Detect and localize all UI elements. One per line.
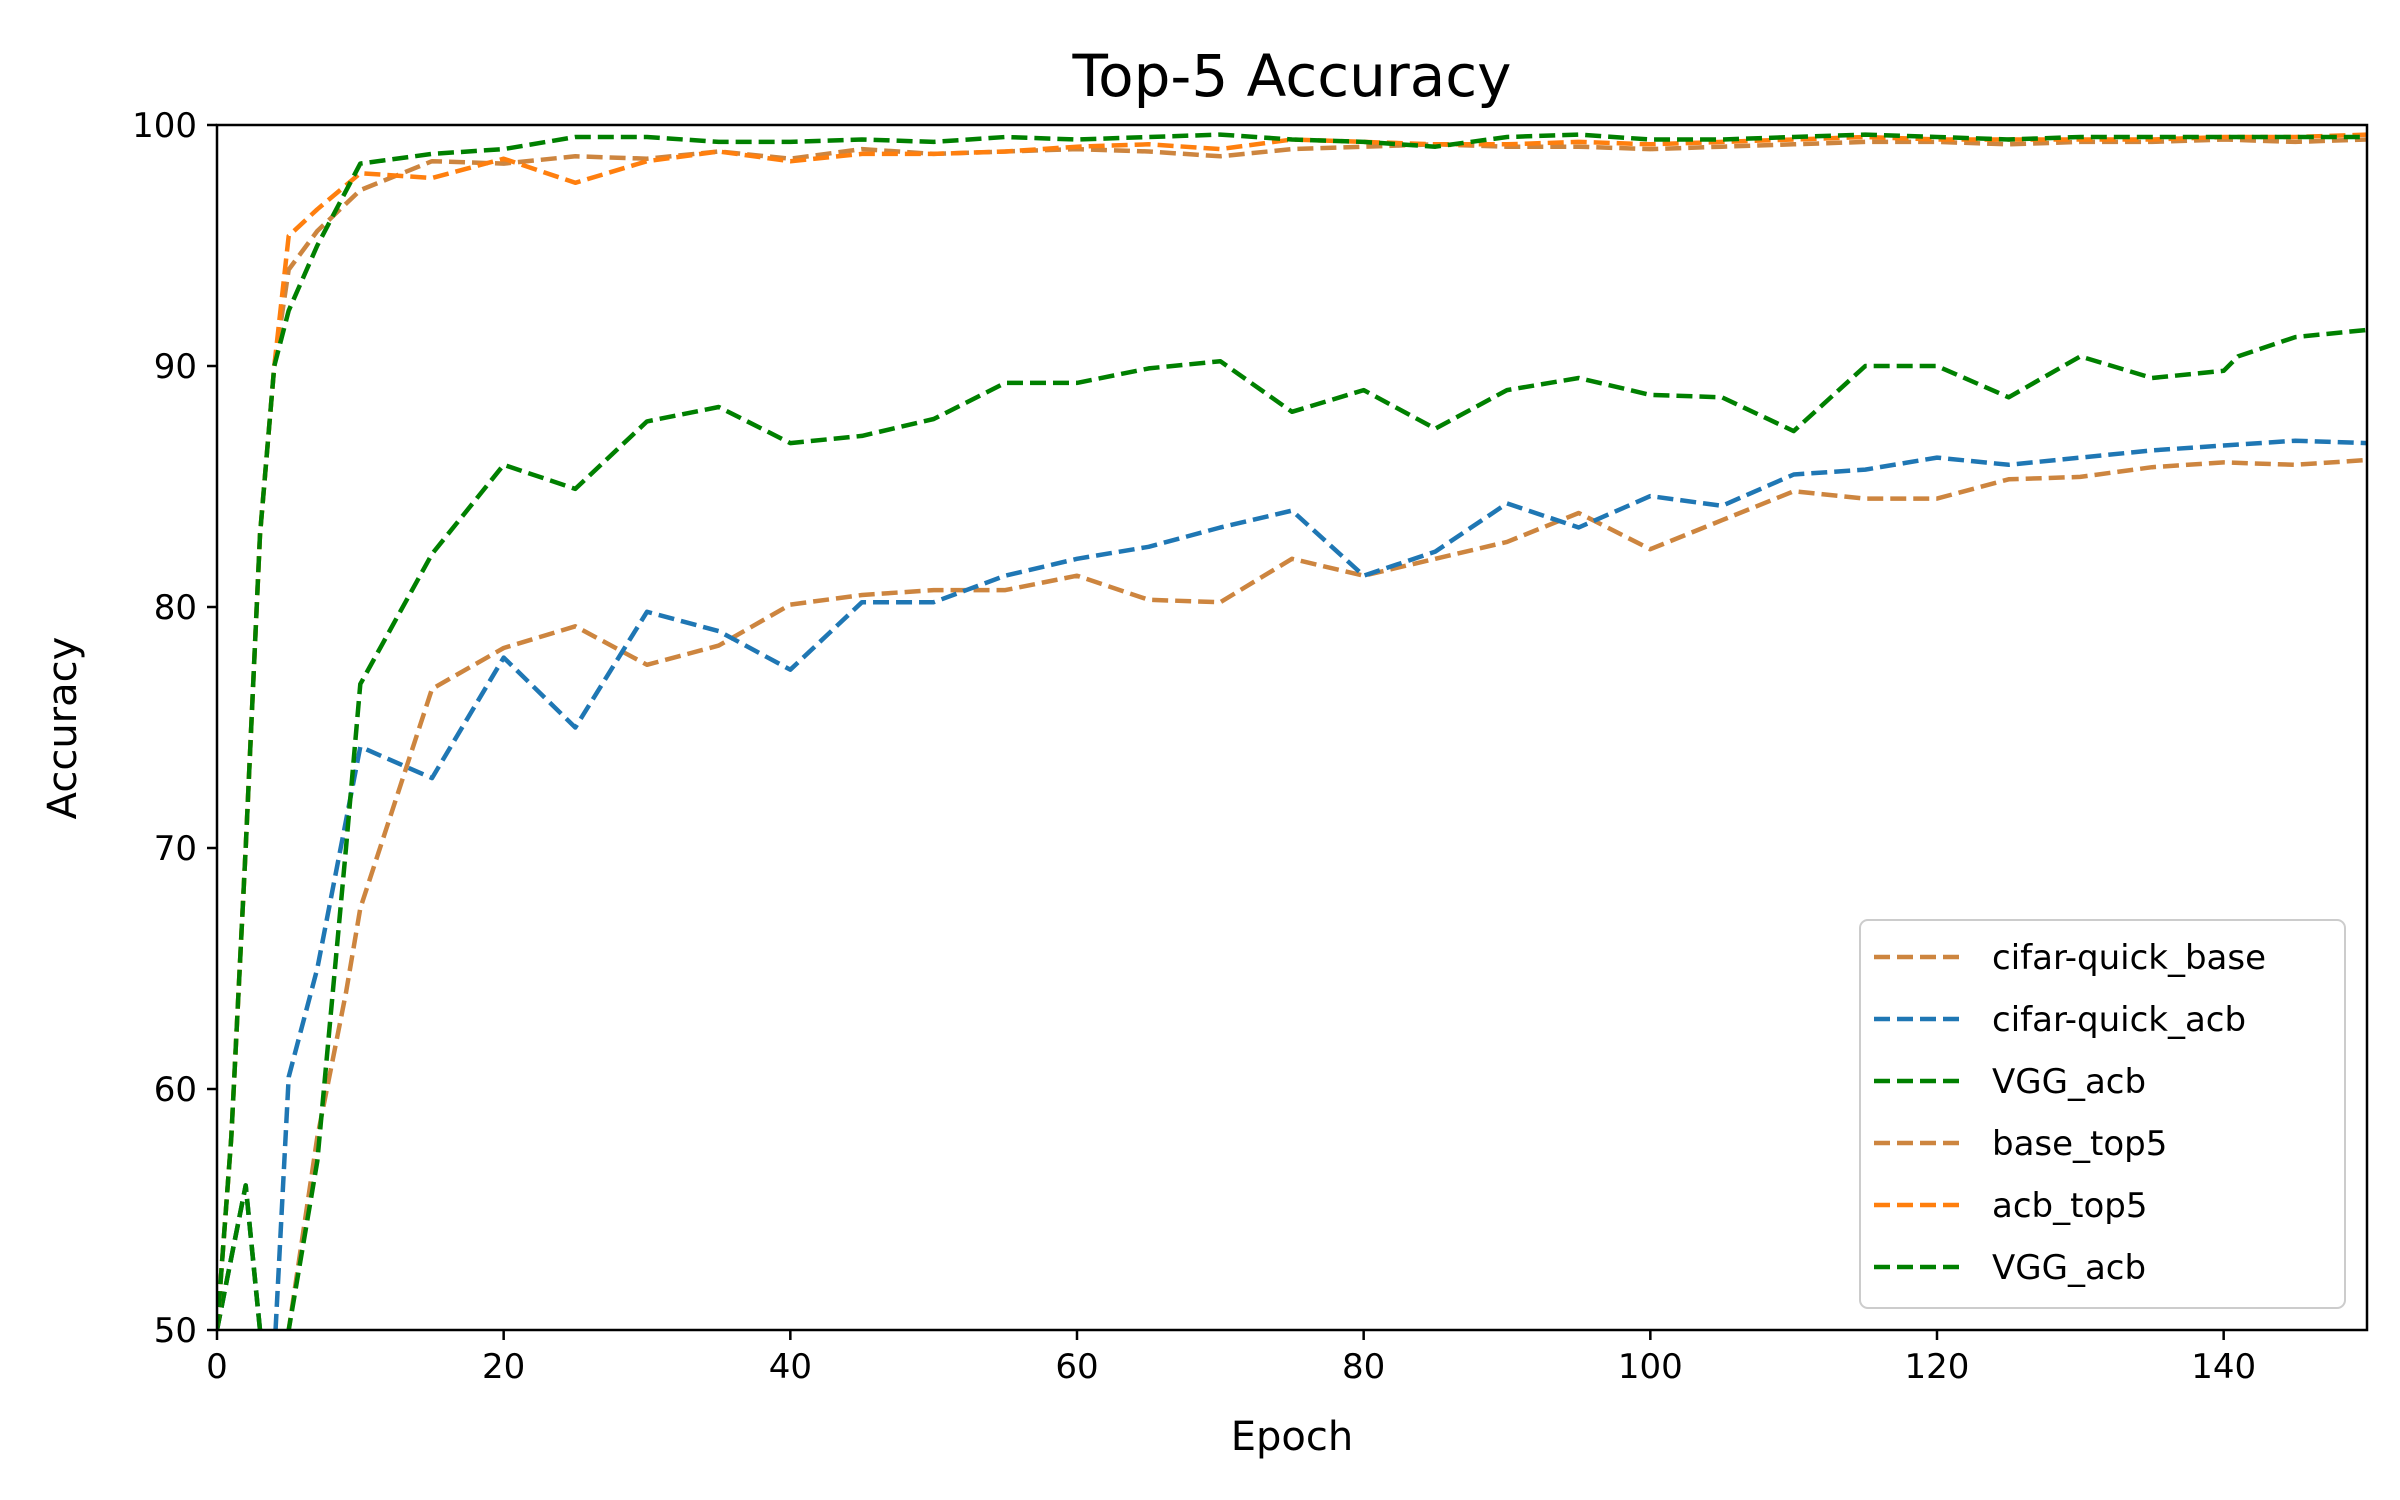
series-line-5 xyxy=(217,132,2367,1330)
x-tick-label: 20 xyxy=(482,1347,525,1387)
legend-label: acb_top5 xyxy=(1992,1186,2147,1226)
y-tick-label: 50 xyxy=(154,1311,197,1351)
x-tick-label: 0 xyxy=(206,1347,228,1387)
legend: cifar-quick_basecifar-quick_acbVGG_acbba… xyxy=(1859,919,2346,1309)
x-tick-label: 120 xyxy=(1905,1347,1970,1387)
y-tick-label: 70 xyxy=(154,829,197,869)
legend-label: cifar-quick_acb xyxy=(1992,1000,2246,1040)
series-layer xyxy=(217,132,2367,1330)
series-line-2 xyxy=(217,438,2367,1330)
legend-label: cifar-quick_base xyxy=(1992,938,2266,978)
legend-box xyxy=(1859,919,2346,1309)
x-tick-label: 140 xyxy=(2191,1347,2256,1387)
plot-frame xyxy=(215,123,2369,1332)
series-line-1 xyxy=(217,457,2367,1330)
y-tick-label: 100 xyxy=(132,106,197,146)
legend-label: VGG_acb xyxy=(1992,1062,2146,1102)
y-tick-label: 60 xyxy=(154,1070,197,1110)
series-line-3 xyxy=(217,327,2367,1330)
x-tick-label: 80 xyxy=(1342,1347,1385,1387)
y-tick-label: 90 xyxy=(154,347,197,387)
series-line-4 xyxy=(217,137,2367,1330)
x-tick-label: 40 xyxy=(769,1347,812,1387)
x-axis: 0 20 40 60 80 100 120 140 xyxy=(206,1330,2256,1387)
chart-title: Top-5 Accuracy xyxy=(1072,42,1512,110)
y-axis-label: Accuracy xyxy=(40,637,86,820)
y-tick-label: 80 xyxy=(154,588,197,628)
x-tick-label: 60 xyxy=(1055,1347,1098,1387)
x-axis-label: Epoch xyxy=(1231,1414,1353,1460)
y-axis: 50 60 70 80 90 100 xyxy=(132,106,217,1351)
legend-label: VGG_acb xyxy=(1992,1248,2146,1288)
series-line-6 xyxy=(217,132,2367,1330)
legend-label: base_top5 xyxy=(1992,1124,2167,1164)
x-tick-label: 100 xyxy=(1618,1347,1683,1387)
